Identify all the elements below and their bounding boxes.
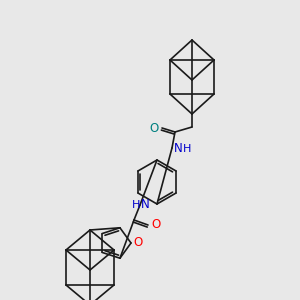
Text: N: N: [174, 142, 183, 154]
Text: N: N: [141, 199, 149, 212]
Text: H: H: [183, 144, 191, 154]
Text: O: O: [152, 218, 160, 232]
Text: O: O: [149, 122, 159, 134]
Text: O: O: [134, 236, 142, 250]
Text: H: H: [132, 200, 140, 210]
